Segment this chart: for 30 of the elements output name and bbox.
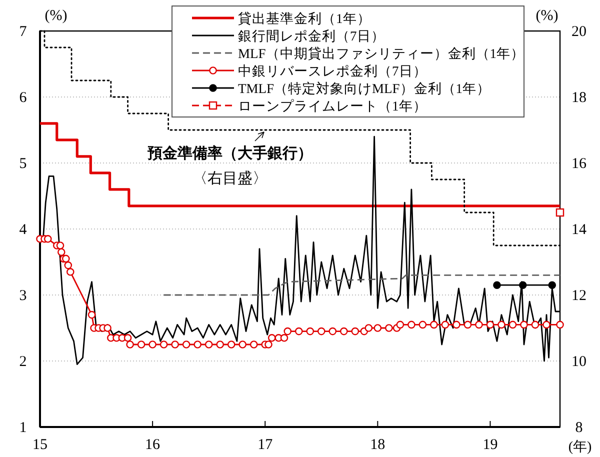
y2-tick-label: 18 — [572, 90, 586, 106]
y2-tick-label: 8 — [575, 420, 583, 436]
legend-label: TMLF（特定対象向けMLF）金利（1年） — [238, 81, 491, 96]
y2-tick-label: 12 — [572, 288, 586, 304]
y2-tick-label: 14 — [572, 222, 587, 238]
x-tick-label: 19 — [482, 437, 498, 453]
x-tick-label: 17 — [258, 437, 274, 453]
legend-label: MLF（中期貸出ファシリティー）金利（1年） — [238, 46, 525, 61]
y-tick-label: 7 — [19, 24, 28, 40]
x-tick-label: 16 — [145, 437, 161, 453]
y-tick-label: 5 — [19, 156, 27, 172]
y-tick-label: 4 — [19, 222, 28, 238]
annotation: 〈右目盛〉 — [192, 170, 268, 187]
x-axis-title: (年) — [568, 439, 592, 455]
legend-label: 貸出基準金利（1年） — [238, 11, 371, 26]
legend-label: ローンプライムレート（1年） — [238, 98, 427, 114]
legend-label: 銀行間レポ金利（7日） — [238, 28, 385, 44]
y-tick-label: 3 — [19, 288, 27, 304]
y-tick-label: 2 — [19, 354, 27, 370]
y-axis-title: (%) — [44, 8, 68, 24]
y2-tick-label: 20 — [572, 24, 586, 40]
x-tick-label: 18 — [370, 437, 386, 453]
x-tick-label: 15 — [32, 437, 48, 453]
y2-tick-label: 16 — [572, 156, 587, 172]
y2-axis-title: (%) — [536, 8, 558, 24]
y-tick-label: 6 — [19, 90, 28, 106]
y-tick-label: 1 — [19, 420, 27, 436]
legend-label: 中銀リバースレポ金利（7日） — [238, 64, 427, 78]
annotation: 預金準備率（大手銀行） — [146, 144, 312, 162]
y2-tick-label: 10 — [572, 354, 586, 370]
